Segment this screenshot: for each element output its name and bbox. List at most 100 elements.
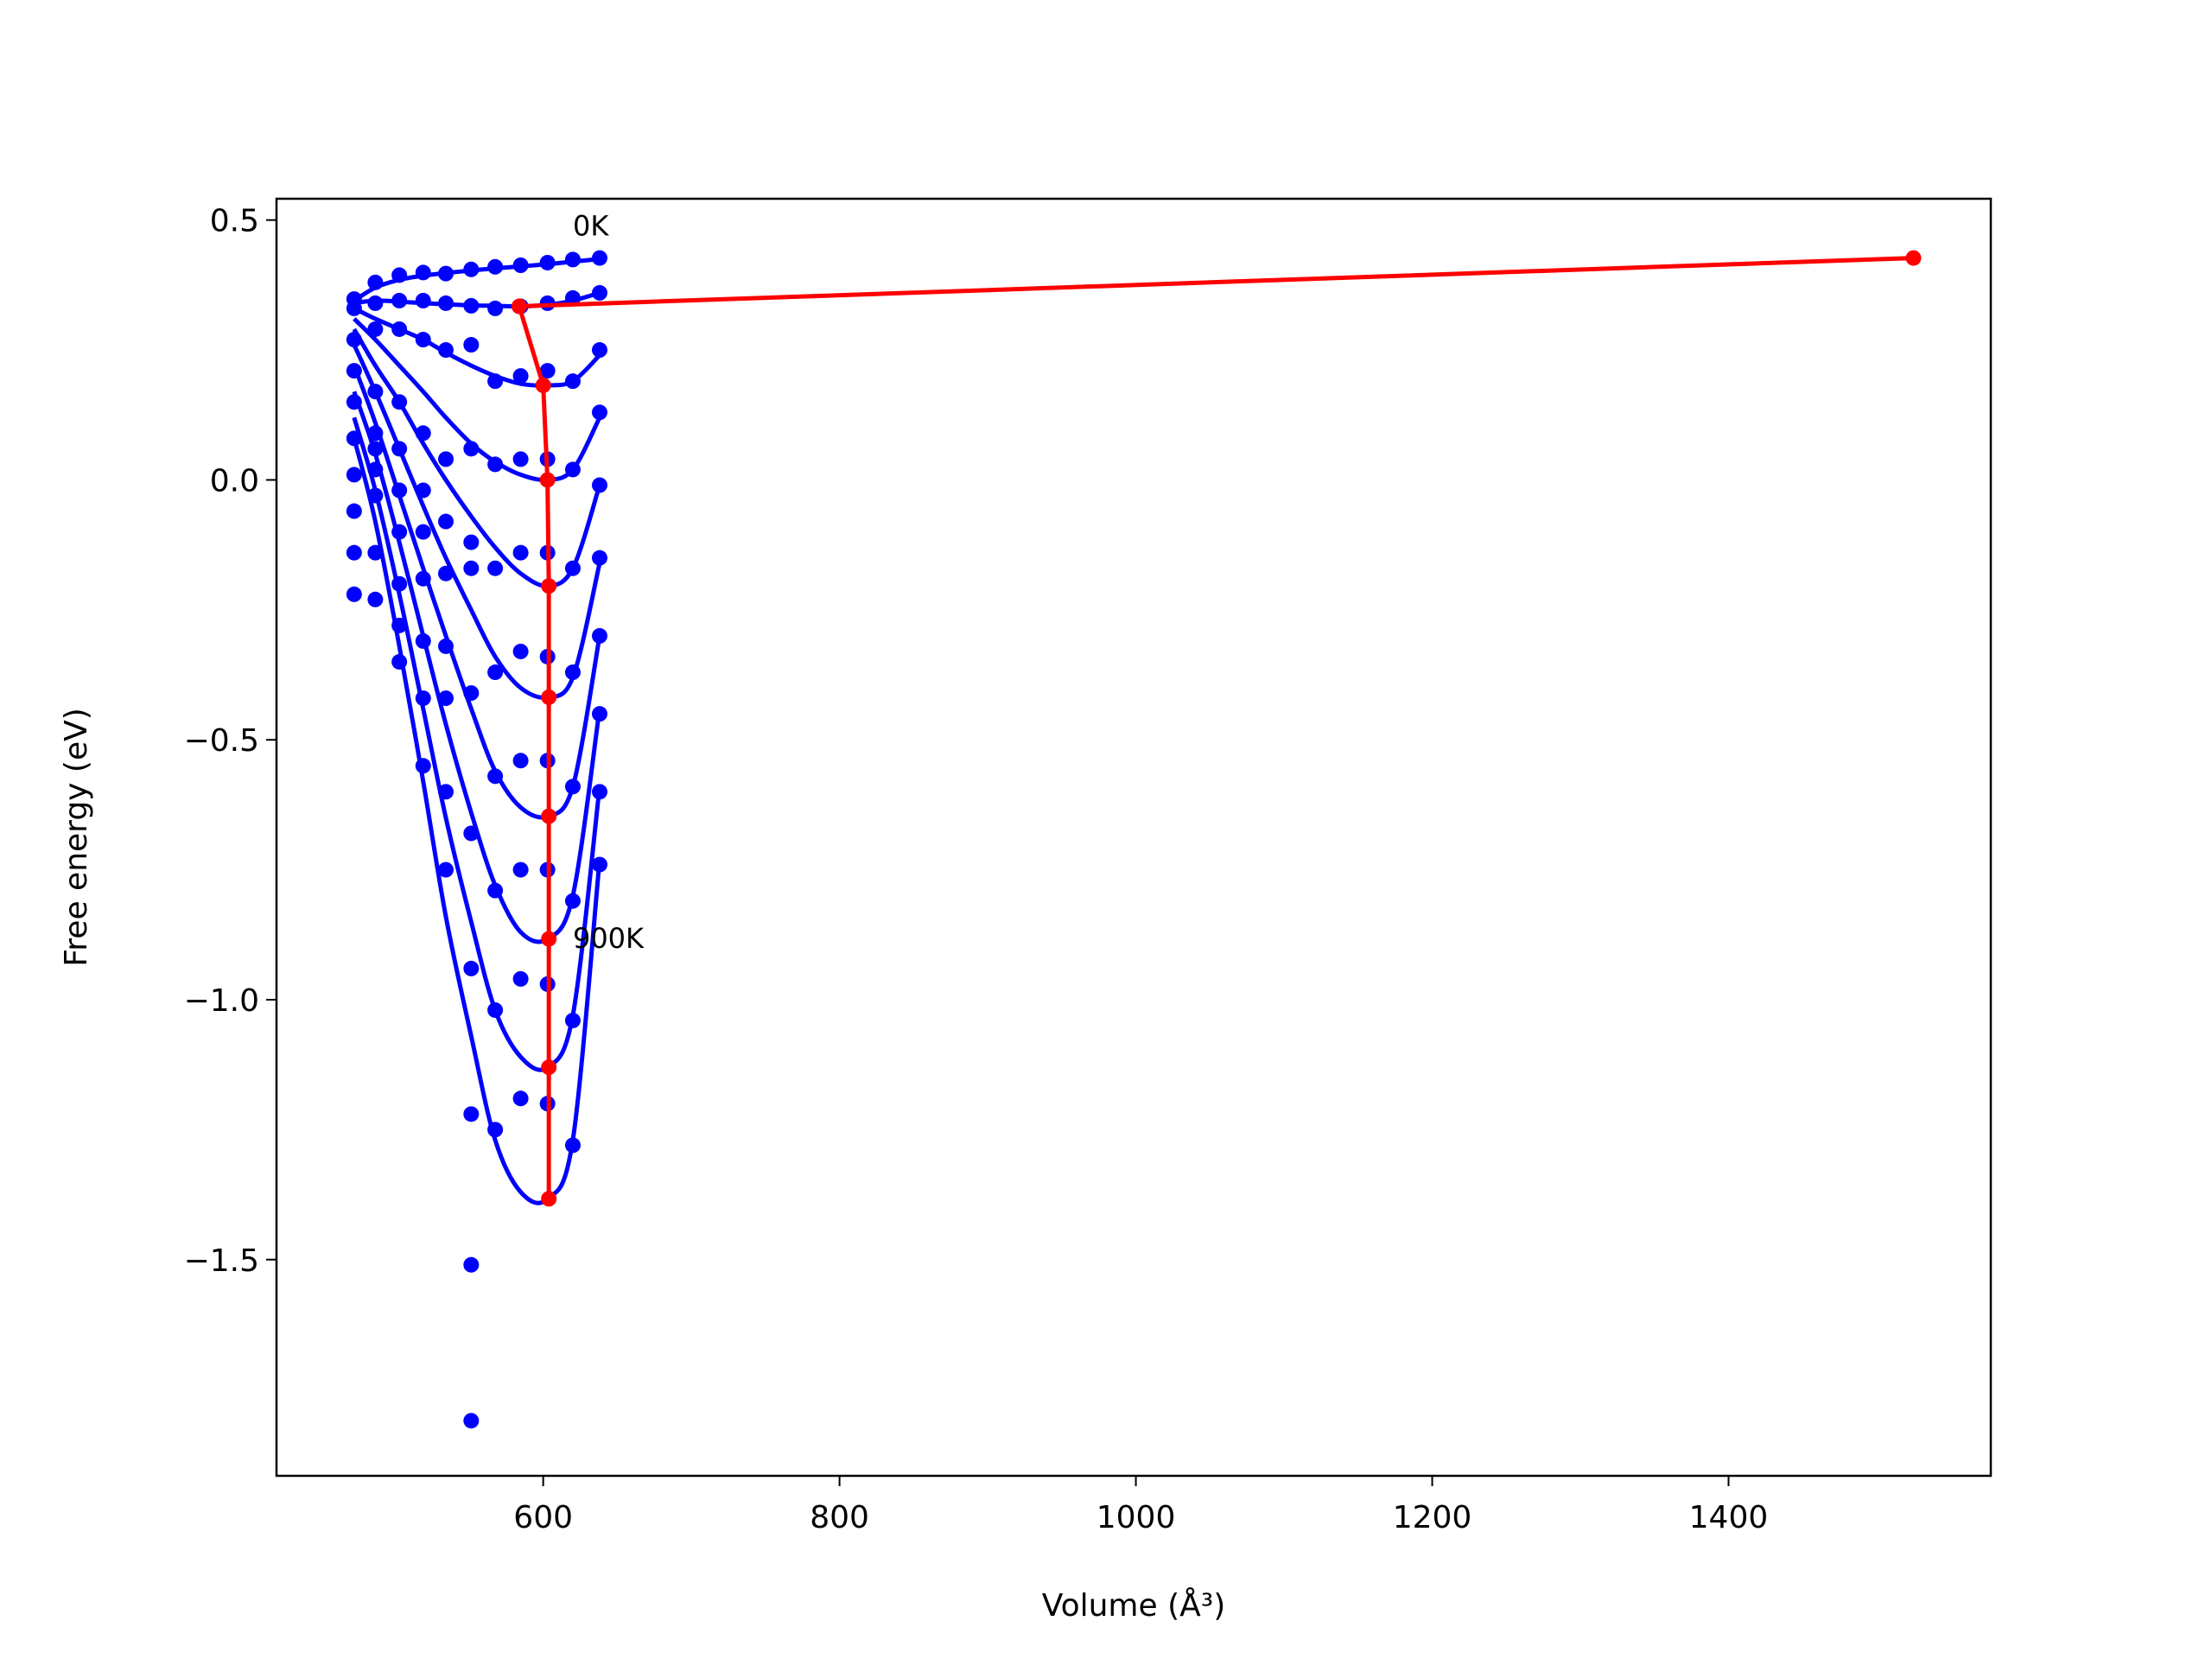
- data-point: [487, 664, 504, 681]
- data-point: [463, 825, 480, 842]
- x-axis-label: Volume (Å³): [1042, 1586, 1225, 1624]
- data-point: [512, 368, 529, 385]
- data-point: [512, 861, 529, 878]
- data-point: [415, 570, 431, 587]
- data-point: [437, 265, 454, 282]
- minimum-point: [541, 1191, 557, 1207]
- data-point: [564, 779, 581, 795]
- minimum-point: [1905, 250, 1922, 266]
- data-point: [564, 1137, 581, 1154]
- data-point: [463, 960, 480, 976]
- data-point: [487, 1002, 504, 1019]
- data-point: [463, 685, 480, 702]
- data-point: [463, 297, 480, 314]
- data-point: [437, 513, 454, 530]
- data-point: [564, 893, 581, 909]
- minimum-point: [541, 1059, 557, 1076]
- data-point: [437, 638, 454, 654]
- data-point: [437, 342, 454, 359]
- data-point: [415, 632, 431, 649]
- data-point: [437, 565, 454, 582]
- data-point: [512, 753, 529, 769]
- data-point: [437, 784, 454, 800]
- data-point: [591, 550, 607, 566]
- data-point: [512, 643, 529, 659]
- data-point: [539, 254, 556, 270]
- data-point: [487, 258, 504, 275]
- data-point: [415, 332, 431, 348]
- minima-line: [516, 256, 1914, 1199]
- fit-curve: [352, 437, 602, 1205]
- annotation: 900K: [573, 922, 645, 955]
- data-point: [591, 342, 607, 359]
- y-tick-label: −1.5: [184, 1243, 259, 1279]
- data-point: [487, 560, 504, 576]
- x-tick-label: 1400: [1689, 1500, 1769, 1535]
- data-point: [564, 461, 581, 478]
- data-point: [463, 1106, 480, 1122]
- fit-curve: [352, 327, 602, 588]
- data-point: [591, 856, 607, 873]
- data-point: [512, 257, 529, 273]
- minimum-point: [541, 578, 557, 594]
- data-point: [463, 441, 480, 457]
- data-point: [512, 970, 529, 987]
- data-point: [391, 292, 408, 308]
- data-point: [437, 861, 454, 878]
- fit-curve: [352, 391, 602, 944]
- y-tick-label: −0.5: [184, 723, 259, 759]
- y-tick-label: 0.5: [210, 204, 259, 239]
- data-point: [564, 664, 581, 681]
- data-point: [391, 321, 408, 337]
- data-point: [437, 690, 454, 707]
- minimum-point: [541, 931, 557, 947]
- x-tick-label: 1000: [1096, 1500, 1176, 1535]
- plot-frame: [275, 197, 1993, 1478]
- data-point: [463, 1256, 480, 1273]
- data-point: [437, 451, 454, 467]
- data-point: [463, 560, 480, 576]
- data-point: [591, 250, 607, 266]
- data-point: [415, 524, 431, 540]
- data-point: [463, 337, 480, 353]
- minimum-point: [541, 808, 557, 824]
- fit-curve: [352, 344, 602, 700]
- data-point: [415, 264, 431, 281]
- data-point: [591, 706, 607, 722]
- data-point: [415, 758, 431, 774]
- minimum-point: [539, 472, 556, 488]
- data-point: [415, 690, 431, 707]
- minimum-point: [541, 689, 557, 705]
- data-point: [346, 586, 362, 602]
- minimum-point: [535, 377, 551, 393]
- data-point: [591, 784, 607, 800]
- data-point: [367, 591, 384, 607]
- data-point: [539, 363, 556, 379]
- data-point: [463, 261, 480, 277]
- data-point: [346, 503, 362, 519]
- data-point: [487, 300, 504, 316]
- data-point: [512, 451, 529, 467]
- data-point: [487, 456, 504, 473]
- data-point: [367, 274, 384, 290]
- data-point: [487, 1122, 504, 1138]
- data-point: [463, 534, 480, 550]
- fit-curve: [352, 416, 602, 1072]
- data-point: [591, 627, 607, 644]
- data-point: [564, 251, 581, 268]
- data-point: [512, 1090, 529, 1107]
- data-point: [564, 289, 581, 306]
- data-point: [391, 267, 408, 283]
- x-tick-label: 600: [513, 1500, 573, 1535]
- data-point: [512, 544, 529, 561]
- fit-curve: [352, 365, 602, 820]
- data-point: [415, 292, 431, 308]
- data-point: [437, 295, 454, 311]
- data-point: [487, 768, 504, 785]
- data-point: [487, 373, 504, 390]
- data-point: [391, 653, 408, 670]
- data-point: [564, 560, 581, 576]
- y-axis-label: Free energy (eV): [59, 708, 94, 967]
